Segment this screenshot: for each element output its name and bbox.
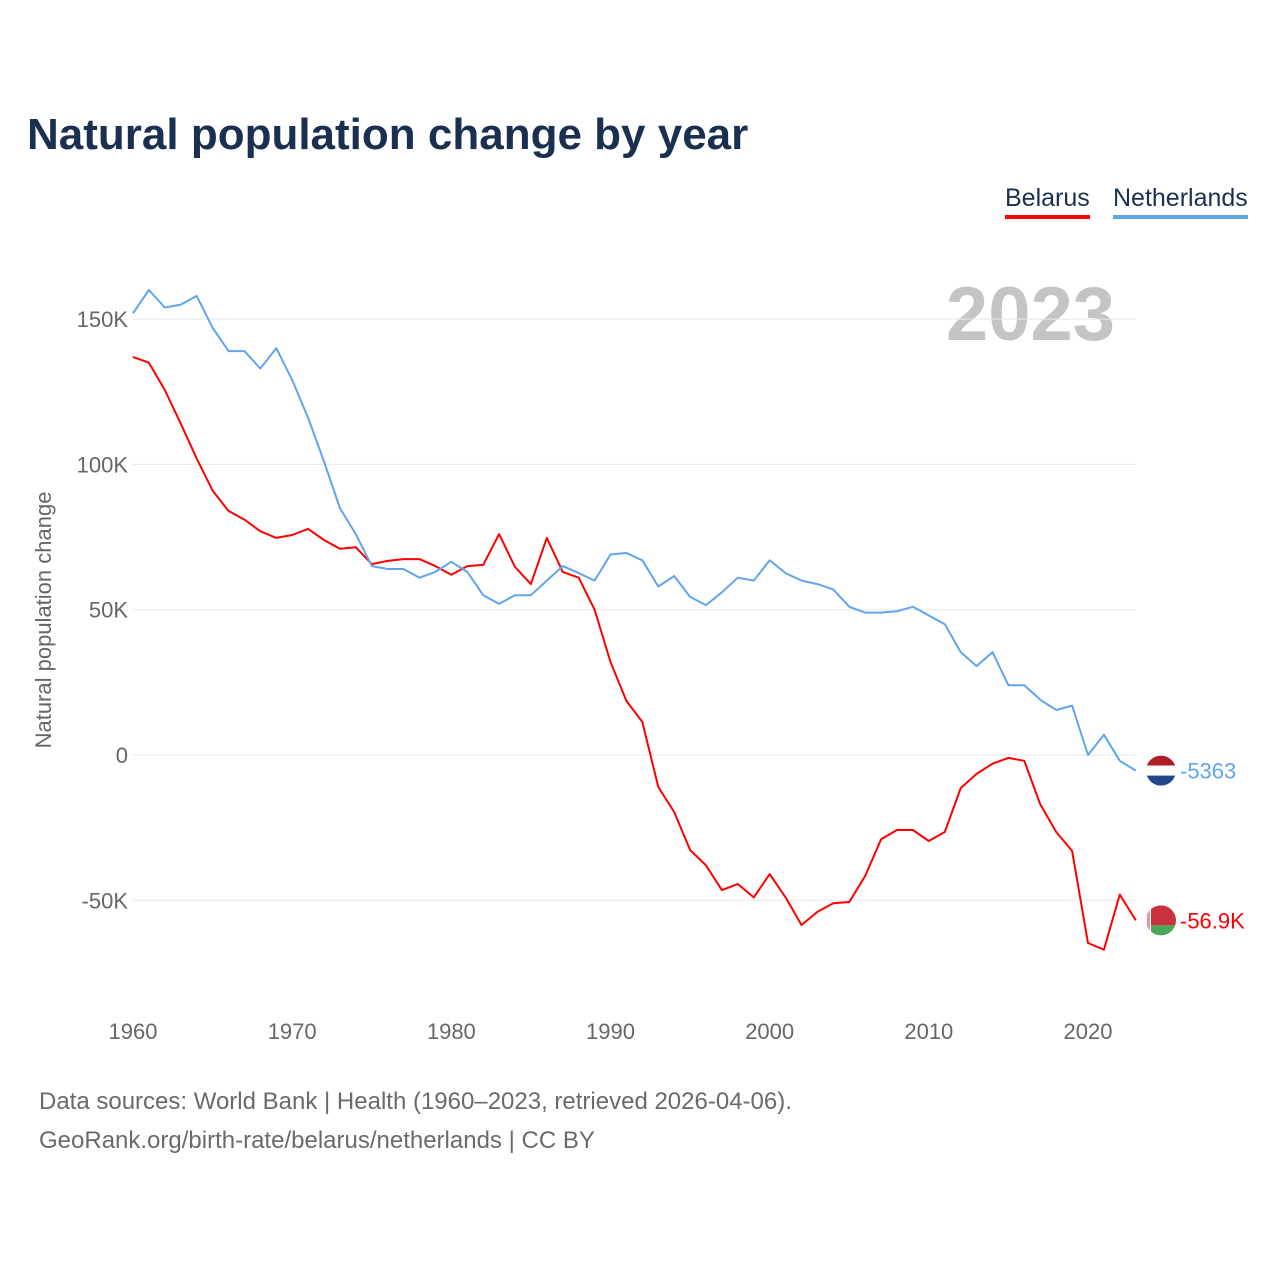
y-tick-label: 150K [77, 307, 129, 332]
x-tick-label: 2000 [745, 1019, 794, 1044]
netherlands-flag-icon [1146, 755, 1176, 786]
chart-title: Natural population change by year [27, 110, 749, 159]
series-line-belarus [132, 355, 1137, 951]
footer-link[interactable]: GeoRank.org/birth-rate/belarus/netherlan… [39, 1127, 595, 1154]
y-tick-label: 100K [77, 452, 129, 477]
y-tick-label: 50K [89, 598, 128, 623]
y-axis-label: Natural population change [31, 492, 56, 749]
x-tick-label: 1990 [586, 1019, 635, 1044]
x-tick-label: 1980 [427, 1019, 476, 1044]
legend-belarus[interactable]: Belarus [1005, 184, 1090, 219]
x-tick-label: 1970 [268, 1019, 317, 1044]
belarus-flag-icon [1146, 905, 1176, 936]
end-value-label-netherlands: -5363 [1180, 759, 1236, 784]
y-tick-label: -50K [82, 888, 129, 913]
footer-sources: Data sources: World Bank | Health (1960–… [39, 1088, 792, 1115]
x-tick-label: 2020 [1064, 1019, 1113, 1044]
series-line-netherlands [132, 289, 1137, 772]
end-value-label-belarus: -56.9K [1180, 908, 1245, 933]
y-tick-label: 0 [116, 743, 128, 768]
year-label: 2023 [946, 272, 1115, 357]
x-tick-label: 1960 [109, 1019, 158, 1044]
legend-netherlands[interactable]: Netherlands [1113, 184, 1248, 219]
x-tick-label: 2010 [904, 1019, 953, 1044]
